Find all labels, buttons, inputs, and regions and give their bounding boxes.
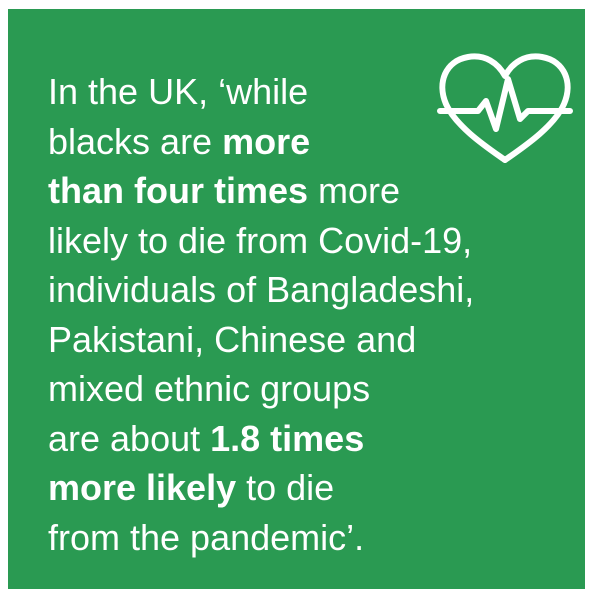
quote-line: individuals of Bangladeshi, [48, 265, 474, 315]
quote-line: more likely to die [48, 463, 474, 513]
quote-line: are about 1.8 times [48, 414, 474, 464]
quote-line: Pakistani, Chinese and [48, 315, 474, 365]
quote-line: In the UK, ‘while [48, 67, 474, 117]
emphasis: than four times [48, 170, 308, 211]
emphasis: more likely [48, 467, 236, 508]
quote-line: mixed ethnic groups [48, 364, 474, 414]
quote-card: In the UK, ‘while blacks are more than f… [8, 9, 585, 589]
quote-line: from the pandemic’. [48, 513, 474, 563]
quote-line: than four times more [48, 166, 474, 216]
quote-text: In the UK, ‘while blacks are more than f… [48, 67, 474, 562]
quote-line: blacks are more [48, 117, 474, 167]
emphasis: more [222, 121, 310, 162]
quote-line: likely to die from Covid-19, [48, 216, 474, 266]
emphasis: 1.8 times [210, 418, 364, 459]
